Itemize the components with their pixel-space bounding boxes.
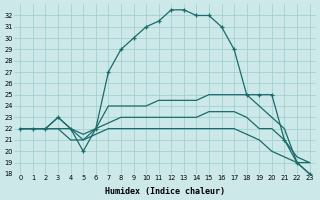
X-axis label: Humidex (Indice chaleur): Humidex (Indice chaleur): [105, 187, 225, 196]
